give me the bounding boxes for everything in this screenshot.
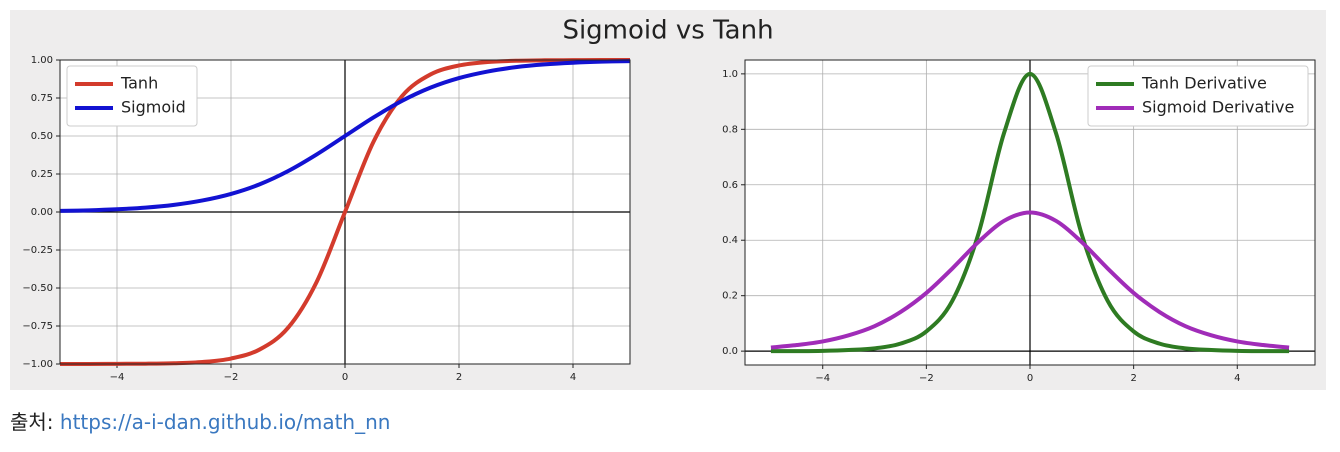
y-tick-label: 1.00 — [31, 55, 53, 66]
legend-label: Tanh Derivative — [1141, 74, 1267, 93]
y-tick-label: 0.50 — [31, 131, 53, 142]
y-tick-label: −1.00 — [22, 359, 53, 370]
axes-frame — [59, 59, 631, 365]
figure-title: Sigmoid vs Tanh — [562, 16, 773, 46]
x-tick-label: −2 — [224, 372, 239, 383]
y-tick-label: −0.50 — [22, 283, 53, 294]
line — [59, 59, 631, 213]
x-tick-label: −4 — [815, 373, 830, 384]
caption: 출처: https://a-i-dan.github.io/math_nn — [10, 406, 390, 435]
y-tick-label: 0.6 — [722, 180, 738, 191]
y-tick-label: 1.0 — [722, 69, 738, 80]
legend-label: Sigmoid Derivative — [1142, 98, 1294, 117]
legend-label: Tanh — [120, 74, 158, 93]
line — [770, 210, 1290, 350]
legend-label: Sigmoid — [121, 98, 186, 117]
y-tick-label: −0.25 — [22, 245, 53, 256]
x-tick-label: 2 — [1130, 373, 1136, 384]
x-tick-label: −4 — [110, 372, 125, 383]
x-tick-label: 2 — [456, 372, 462, 383]
x-tick-label: −2 — [919, 373, 934, 384]
y-tick-label: 0.4 — [722, 235, 738, 246]
axes-frame — [744, 59, 1316, 366]
legend — [66, 65, 198, 127]
y-tick-label: 0.0 — [722, 346, 738, 357]
x-tick-label: 4 — [570, 372, 576, 383]
caption-link[interactable]: https://a-i-dan.github.io/math_nn — [59, 410, 391, 434]
x-tick-label: 4 — [1234, 373, 1240, 384]
y-tick-label: 0.2 — [722, 291, 738, 302]
x-tick-label: 0 — [1027, 373, 1033, 384]
legend — [1087, 65, 1309, 127]
caption-label: 출처: — [10, 410, 54, 434]
figure: Sigmoid vs Tanh −1.00−0.75−0.50−0.250.00… — [10, 10, 1326, 390]
y-tick-label: −0.75 — [22, 321, 53, 332]
y-tick-label: 0.75 — [31, 93, 53, 104]
x-tick-label: 0 — [342, 372, 348, 383]
y-tick-label: 0.8 — [722, 124, 738, 135]
line — [770, 71, 1290, 354]
y-tick-label: 0.00 — [31, 207, 53, 218]
y-tick-label: 0.25 — [31, 169, 53, 180]
